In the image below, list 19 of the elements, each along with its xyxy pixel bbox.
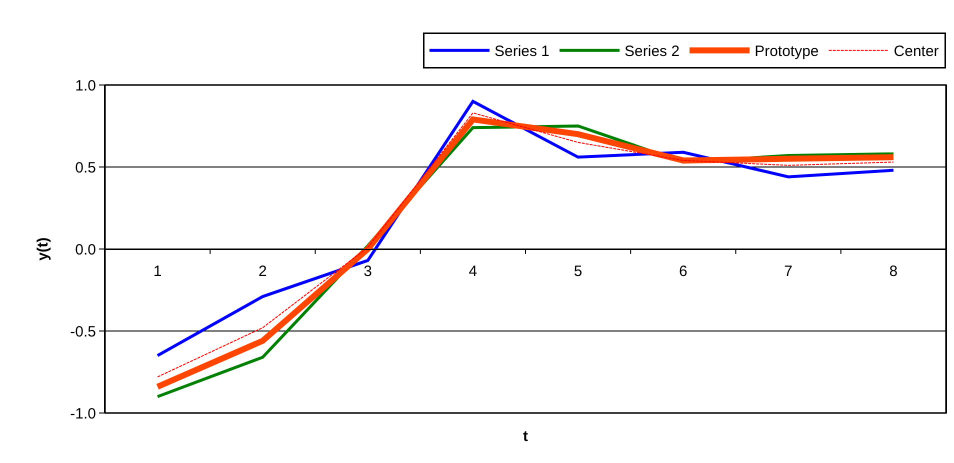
legend-label: Series 1 [494,43,550,60]
y-tick-label: 0.5 [75,159,96,176]
y-axis-title: y(t) [34,237,52,261]
x-tick-label: 7 [784,263,792,280]
x-tick-label: 4 [468,263,478,280]
y-tick-label: -0.5 [70,323,96,340]
x-tick-label: 8 [889,263,898,280]
x-tick-label: 5 [574,263,582,280]
y-tick-label: -1.0 [70,405,96,422]
x-tick-label: 2 [258,263,267,280]
x-axis-title: t [523,428,528,445]
legend-label: Prototype [754,43,819,60]
x-tick-label: 3 [364,263,372,280]
x-tick-label: 6 [679,263,688,280]
y-tick-label: 1.0 [75,77,96,94]
legend-label: Center [894,43,939,60]
y-tick-label: 0.0 [75,241,96,258]
legend-label: Series 2 [624,43,680,60]
x-tick-label: 1 [153,263,162,280]
